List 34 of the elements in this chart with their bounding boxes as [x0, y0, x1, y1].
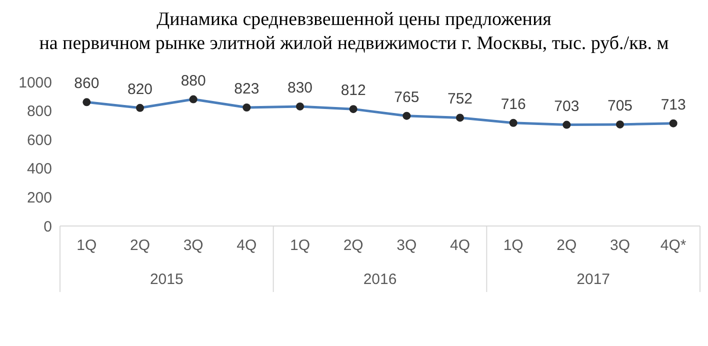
text: 2017 [576, 271, 610, 288]
x-tick-label: 1Q [290, 237, 310, 254]
x-tick-label: 3Q [610, 237, 630, 254]
y-tick-label: 200 [26, 190, 52, 207]
x-tick-label: 3Q [183, 237, 204, 254]
data-label: 752 [447, 90, 473, 108]
data-label: 716 [500, 96, 526, 113]
data-label: 812 [340, 82, 366, 100]
data-label: 830 [287, 79, 313, 96]
x-tick-label: 4Q [236, 237, 257, 254]
data-label: 880 [180, 72, 206, 90]
data-label: 820 [127, 80, 153, 98]
data-label: 713 [660, 96, 686, 114]
y-tick-label: 400 [26, 160, 52, 178]
x-tick-label: 4Q [450, 237, 470, 254]
y-tick-label: 600 [26, 132, 52, 149]
x-tick-label: 3Q [396, 237, 417, 254]
chart-title: Динамика средневзвешенной цены предложения на первичном рынке элитной жилой недвижимости г. Москвы, тыс. руб./кв. м [38, 8, 670, 56]
data-label: 765 [394, 88, 420, 106]
y-tick-label: 800 [26, 103, 52, 120]
y-tick-label: 0 [44, 218, 52, 236]
x-tick-label: 2Q [343, 237, 364, 254]
x-tick-label: 2Q [556, 237, 577, 254]
y-tick-label: 1000 [18, 74, 52, 92]
data-label: 703 [554, 98, 580, 115]
data-label: 860 [74, 75, 100, 92]
data-label: 823 [234, 80, 260, 98]
data-label: 705 [607, 97, 633, 114]
x-tick-label: 1Q [503, 237, 524, 254]
x-tick-label: 4Q* [660, 237, 686, 254]
x-tick-label: 2Q [130, 237, 150, 254]
text: 2015 [150, 271, 184, 288]
text: 2016 [363, 271, 397, 288]
x-tick-label: 1Q [76, 237, 97, 254]
